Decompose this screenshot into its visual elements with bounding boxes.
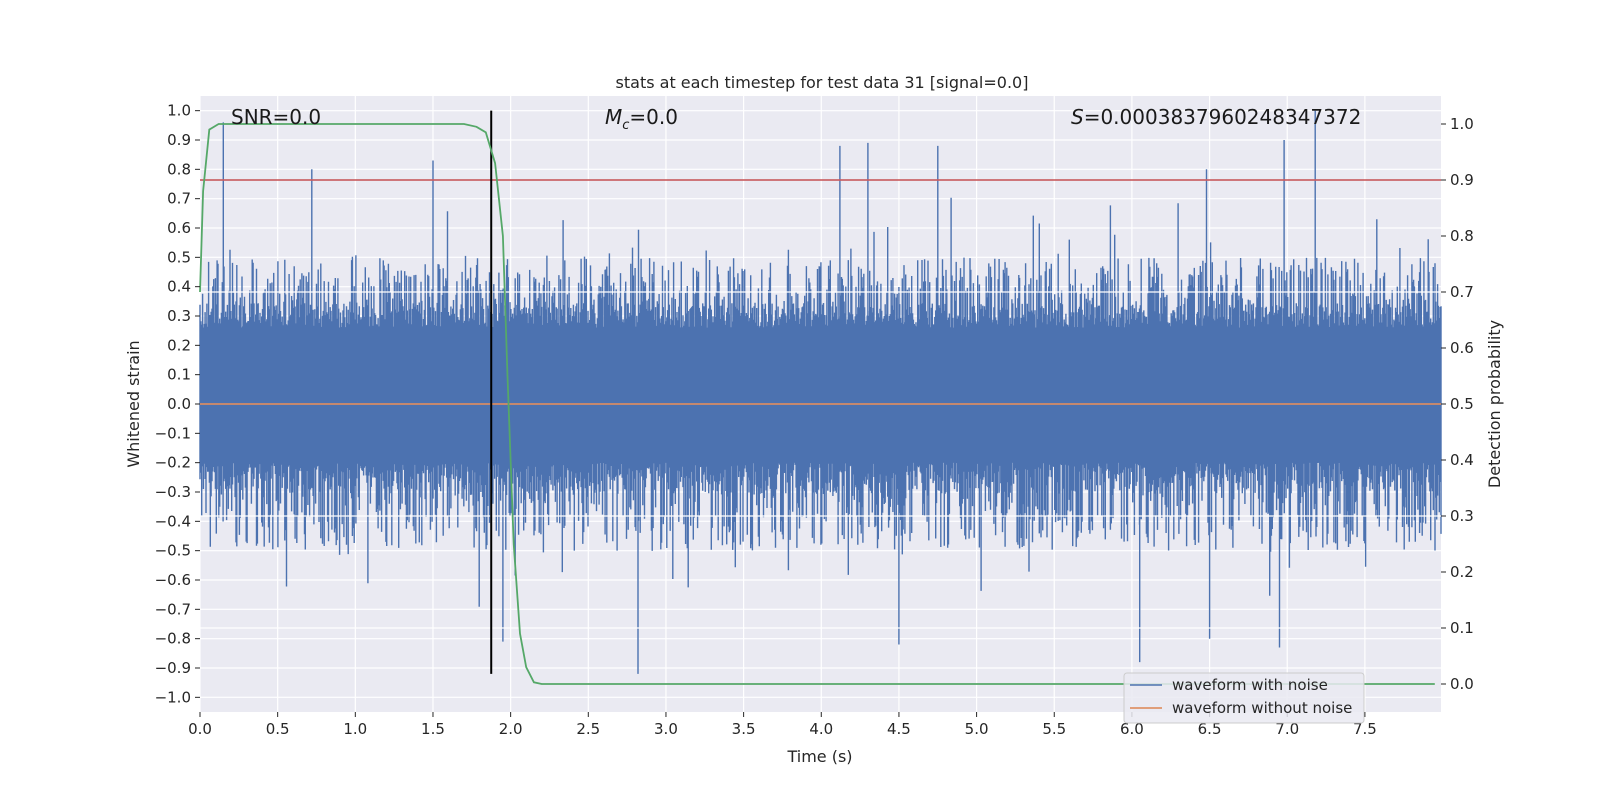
y-tick-label: −0.6 bbox=[155, 571, 191, 589]
x-tick-label: 1.0 bbox=[343, 720, 367, 738]
y2-tick-label: 0.2 bbox=[1450, 563, 1474, 581]
y-tick-label: 0.7 bbox=[167, 190, 191, 208]
waveform-with-noise bbox=[199, 110, 1442, 674]
y-tick-label: −0.9 bbox=[155, 659, 191, 677]
mc-subscript: c bbox=[622, 118, 629, 133]
y2-tick-label: 0.1 bbox=[1450, 619, 1474, 637]
y-tick-label: −0.7 bbox=[155, 600, 191, 618]
x-tick-label: 2.0 bbox=[499, 720, 523, 738]
legend-box bbox=[1123, 672, 1365, 724]
y-tick-label: 0.4 bbox=[167, 278, 191, 296]
y-tick-label: 1.0 bbox=[167, 102, 191, 120]
legend-label-noise: waveform with noise bbox=[1172, 676, 1328, 694]
s-symbol: S bbox=[1071, 105, 1084, 129]
x-tick-label: 0.5 bbox=[266, 720, 290, 738]
x-tick-label: 2.5 bbox=[576, 720, 600, 738]
x-tick-label: 6.0 bbox=[1120, 720, 1144, 738]
x-tick-label: 4.5 bbox=[887, 720, 911, 738]
s-annotation: S=0.0003837960248347372 bbox=[1071, 105, 1361, 129]
y2-tick-label: 1.0 bbox=[1450, 115, 1474, 133]
x-tick-label: 3.0 bbox=[654, 720, 678, 738]
x-tick-label: 1.5 bbox=[421, 720, 445, 738]
x-axis-label: Time (s) bbox=[786, 747, 852, 766]
mc-symbol: M bbox=[605, 105, 622, 129]
x-tick-label: 5.0 bbox=[965, 720, 989, 738]
y-ticks: 1.0 0.9 0.8 0.7 0.6 0.5 0.4 0.3 0.2 0.1 0.0 −0.1 −0.… bbox=[155, 102, 200, 706]
mc-value: =0.0 bbox=[629, 105, 678, 129]
y2-tick-label: 0.4 bbox=[1450, 451, 1474, 469]
x-tick-label: 7.0 bbox=[1275, 720, 1299, 738]
y2-tick-label: 0.0 bbox=[1450, 675, 1474, 693]
snr-annotation: SNR=0.0 bbox=[231, 105, 321, 129]
y-tick-label: 0.6 bbox=[167, 219, 191, 237]
y-axis-label: Whitened strain bbox=[124, 340, 143, 467]
x-tick-label: 5.5 bbox=[1042, 720, 1066, 738]
chart-title: stats at each timestep for test data 31 … bbox=[616, 73, 1029, 92]
y-tick-label: 0.1 bbox=[167, 366, 191, 384]
y-tick-label: 0.3 bbox=[167, 307, 191, 325]
y-tick-label: −0.8 bbox=[155, 630, 191, 648]
y2-tick-label: 0.3 bbox=[1450, 507, 1474, 525]
x-tick-label: 7.5 bbox=[1353, 720, 1377, 738]
reference-lines bbox=[200, 110, 1441, 674]
x-tick-label: 3.5 bbox=[732, 720, 756, 738]
y2-tick-label: 0.6 bbox=[1450, 339, 1474, 357]
detection-probability-line bbox=[199, 123, 1435, 685]
legend-label-clean: waveform without noise bbox=[1172, 699, 1352, 717]
chirp-mass-annotation: Mc=0.0 bbox=[605, 105, 678, 133]
y-tick-label: 0.8 bbox=[167, 160, 191, 178]
x-tick-label: 6.5 bbox=[1198, 720, 1222, 738]
y-tick-label: −1.0 bbox=[155, 688, 191, 706]
waveform-noise-trace bbox=[199, 110, 1442, 674]
y-tick-label: −0.4 bbox=[155, 512, 191, 530]
y-tick-label: −0.2 bbox=[155, 454, 191, 472]
y2-tick-label: 0.9 bbox=[1450, 171, 1474, 189]
y-tick-label: 0.9 bbox=[167, 131, 191, 149]
x-tick-label: 0.0 bbox=[188, 720, 212, 738]
y-tick-label: 0.0 bbox=[167, 395, 191, 413]
y2-axis-label: Detection probability bbox=[1485, 320, 1504, 488]
y-tick-label: −0.1 bbox=[155, 424, 191, 442]
y-tick-label: 0.2 bbox=[167, 336, 191, 354]
y-tick-label: −0.5 bbox=[155, 542, 191, 560]
detection-probability bbox=[199, 123, 1435, 685]
y2-tick-label: 0.5 bbox=[1450, 395, 1474, 413]
legend: waveform with noise waveform without noi… bbox=[1123, 672, 1365, 724]
y2-ticks: 1.0 0.9 0.8 0.7 0.6 0.5 0.4 0.3 0.2 0.1 0.0 bbox=[1441, 115, 1474, 693]
y2-tick-label: 0.8 bbox=[1450, 227, 1474, 245]
y-tick-label: 0.5 bbox=[167, 248, 191, 266]
s-value: =0.0003837960248347372 bbox=[1084, 105, 1362, 129]
x-ticks: 0.0 0.5 1.0 1.5 2.0 2.5 3.0 3.5 4.0 4.5 5.0 5.5 6.0 6… bbox=[188, 712, 1377, 738]
x-tick-label: 4.0 bbox=[809, 720, 833, 738]
y2-tick-label: 0.7 bbox=[1450, 283, 1474, 301]
y-tick-label: −0.3 bbox=[155, 483, 191, 501]
